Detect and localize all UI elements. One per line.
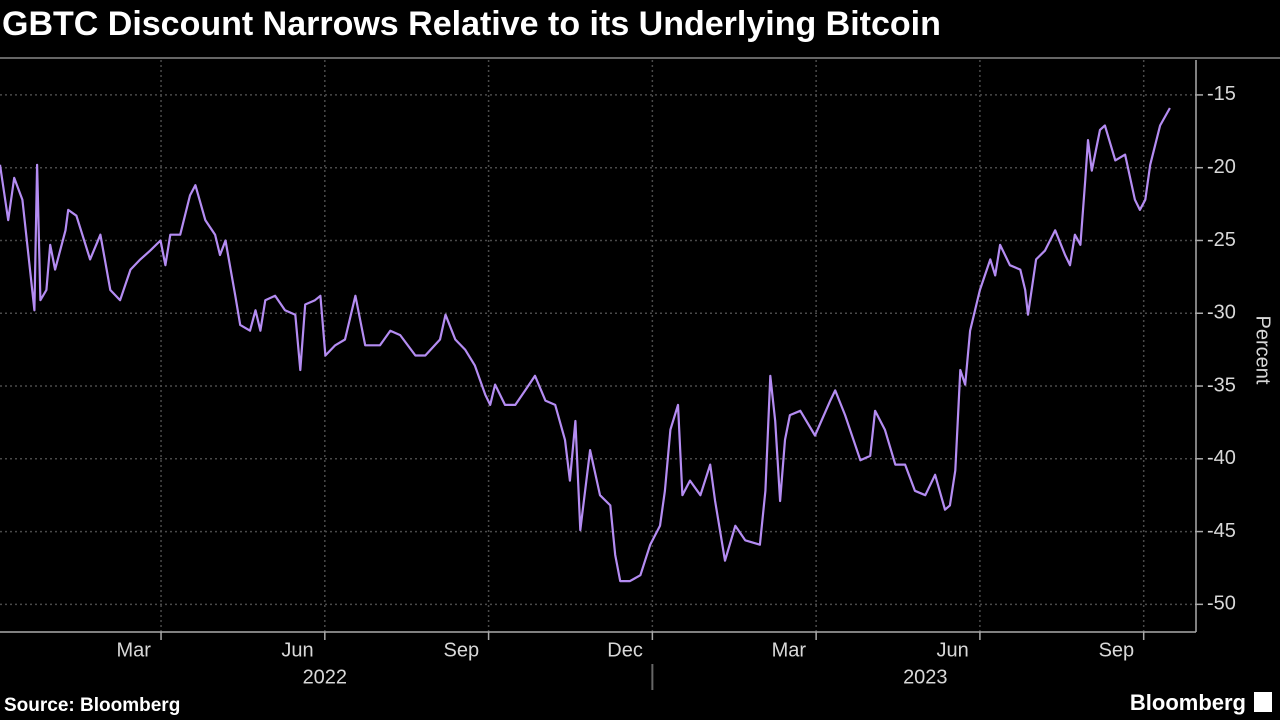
brand-icon — [1254, 692, 1272, 712]
data-line — [0, 107, 1171, 583]
x-tick-label: Sep — [443, 639, 479, 661]
y-tick-label: -35 — [1207, 374, 1236, 396]
x-tick-label: Jun — [281, 639, 313, 661]
x-tick-label: Mar — [772, 639, 807, 661]
y-tick-label: -20 — [1207, 156, 1236, 178]
y-tick-label: -40 — [1207, 447, 1236, 469]
y-tick-label: -30 — [1207, 302, 1236, 324]
x-tick-label: Mar — [117, 639, 152, 661]
y-tick-label: -50 — [1207, 593, 1236, 615]
y-tick-label: -25 — [1207, 229, 1236, 251]
y-axis-label: Percent — [1252, 316, 1274, 385]
chart-title: GBTC Discount Narrows Relative to its Un… — [2, 5, 941, 43]
brand: Bloomberg — [1130, 690, 1246, 715]
y-tick-label: -45 — [1207, 520, 1236, 542]
x-tick-label: Jun — [936, 639, 968, 661]
x-tick-label: Dec — [607, 639, 643, 661]
year-label: 2022 — [303, 666, 348, 688]
source: Source: Bloomberg — [4, 695, 180, 716]
y-tick-label: -15 — [1207, 83, 1236, 105]
year-label: 2023 — [903, 666, 948, 688]
x-tick-label: Sep — [1099, 639, 1135, 661]
